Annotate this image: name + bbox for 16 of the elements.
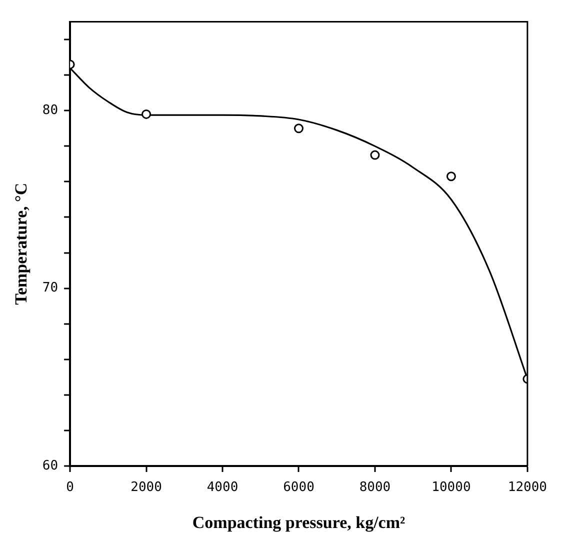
y-axis-title: Temperature, °C [12, 182, 31, 305]
point [370, 150, 380, 160]
point [294, 124, 304, 134]
x-tick-label: 8000 [359, 480, 391, 496]
y-tick-label: 60 [42, 458, 58, 474]
x-tick-label: 12000 [508, 480, 548, 496]
x-tick-label: 0 [66, 480, 74, 496]
x-tick-label: 2000 [130, 480, 162, 496]
x-axis-title: Compacting pressure, kg/cm² [192, 513, 406, 532]
y-tick-label: 80 [42, 103, 58, 118]
x-tick-label: 6000 [283, 480, 314, 496]
point [142, 109, 152, 119]
x-tick-label: 4000 [206, 480, 238, 496]
x-tick-label: 10000 [432, 480, 471, 496]
point [446, 172, 456, 182]
y-tick-label: 70 [42, 280, 58, 296]
